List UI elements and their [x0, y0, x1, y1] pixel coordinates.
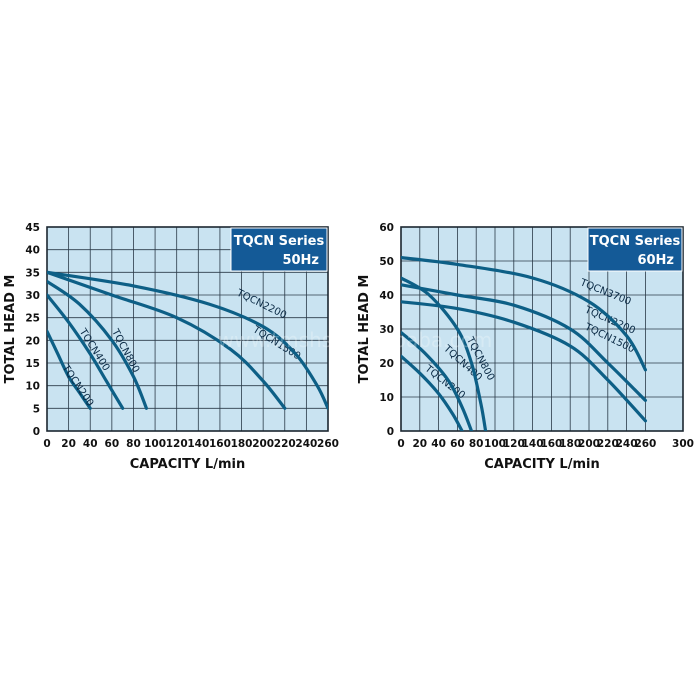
chart-50hz: 0 20 40 60 80 100 120 140 160 180 200 220 240 260 0 5 10… [3, 222, 339, 472]
x-tick-label: 80 [126, 438, 141, 450]
x-tick-label: 80 [469, 438, 484, 450]
title-box [230, 227, 328, 272]
x-tick-label: 0 [43, 438, 50, 450]
y-tick-label: 20 [25, 335, 40, 347]
y-tick-label: 10 [379, 392, 394, 404]
y-tick-label: 60 [379, 222, 394, 234]
y-tick-label: 25 [25, 313, 40, 325]
x-tick-label: 40 [431, 438, 446, 450]
y-tick-label: 30 [25, 290, 40, 302]
x-tick-label: 40 [83, 438, 98, 450]
x-tick-label: 140 [187, 438, 209, 450]
series-line-tqcn2200 [47, 270, 328, 410]
y-tick-label: 20 [379, 358, 394, 370]
y-tick-label: 0 [33, 426, 40, 438]
x-tick-label: 200 [578, 438, 600, 450]
x-tick-label: 0 [397, 438, 404, 450]
x-tick-label: 160 [540, 438, 562, 450]
title-box [587, 227, 683, 272]
series-line-tqcn200 [47, 329, 92, 410]
x-tick-label: 120 [503, 438, 525, 450]
x-tick-label: 60 [450, 438, 465, 450]
y-tick-label: 30 [379, 324, 394, 336]
x-tick-label: 20 [412, 438, 427, 450]
y-tick-label: 40 [379, 290, 394, 302]
plot-frame [46, 226, 329, 432]
x-tick-label: 100 [484, 438, 506, 450]
x-tick-label: 260 [634, 438, 656, 450]
x-tick-label: 200 [252, 438, 274, 450]
series-line-tqcn400 [401, 330, 474, 431]
y-axis-title: TOTAL HEAD M [357, 275, 372, 384]
x-axis-title: CAPACITY L/min [484, 457, 599, 472]
series-line-tqcn200 [401, 354, 464, 431]
y-tick-label: 10 [25, 381, 40, 393]
x-tick-label: 260 [317, 438, 339, 450]
x-tick-label: 240 [616, 438, 638, 450]
x-tick-label: 120 [166, 438, 188, 450]
series-line-tqcn800 [401, 276, 488, 431]
y-tick-label: 0 [387, 426, 394, 438]
x-axis-title: CAPACITY L/min [130, 457, 245, 472]
y-tick-label: 35 [25, 267, 40, 279]
x-tick-label: 220 [597, 438, 619, 450]
y-tick-label: 45 [25, 222, 40, 234]
x-tick-label: 20 [61, 438, 76, 450]
watermark-text: www.tmshs.en.alibaba.com [218, 328, 492, 352]
series-line-tqcn400 [47, 293, 125, 410]
series-line-tqcn1500 [47, 270, 287, 410]
x-tick-label: 140 [522, 438, 544, 450]
x-tick-label: 240 [295, 438, 317, 450]
chart-title: TQCN Series [590, 234, 681, 249]
y-axis-title: TOTAL HEAD M [3, 275, 18, 384]
plot-frame [400, 226, 684, 432]
x-tick-label: 300 [672, 438, 694, 450]
series-line-tqcn1500 [401, 300, 647, 423]
y-tick-label: 40 [25, 245, 40, 257]
x-tick-label: 180 [559, 438, 581, 450]
chart-title: TQCN Series [234, 234, 325, 249]
x-tick-label: 220 [274, 438, 296, 450]
x-tick-label: 100 [144, 438, 166, 450]
y-tick-label: 15 [25, 358, 40, 370]
series-line-tqcn3700 [401, 256, 647, 372]
series-line-tqcn800 [47, 279, 148, 410]
y-tick-label: 5 [33, 403, 40, 415]
series-line-tqcn2200 [401, 283, 647, 402]
x-tick-label: 160 [209, 438, 231, 450]
x-tick-label: 60 [105, 438, 120, 450]
x-tick-label: 180 [231, 438, 253, 450]
y-tick-label: 50 [379, 256, 394, 268]
chart-subtitle: 60Hz [637, 253, 674, 268]
chart-subtitle: 50Hz [282, 253, 319, 268]
